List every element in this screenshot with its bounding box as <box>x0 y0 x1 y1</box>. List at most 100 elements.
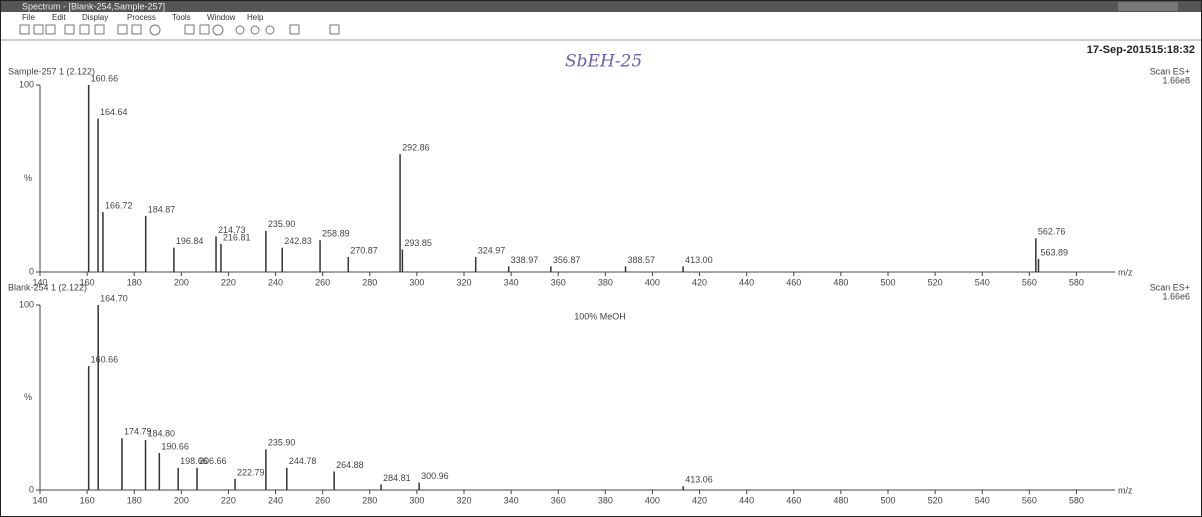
x-tick-label: 580 <box>1069 495 1084 505</box>
peak-label: 562.76 <box>1038 227 1066 237</box>
x-tick-label: 260 <box>315 277 330 287</box>
peak-label: 388.57 <box>628 255 656 265</box>
peak-label: 264.88 <box>336 460 364 470</box>
menu-item[interactable]: Help <box>247 13 264 22</box>
intensity-scale: 1.66e6 <box>1162 291 1190 301</box>
x-tick-label: 500 <box>880 277 895 287</box>
x-tick-label: 540 <box>975 495 990 505</box>
menu-item[interactable]: File <box>22 13 35 22</box>
menu-item[interactable]: Tools <box>172 13 191 22</box>
peak-label: 196.84 <box>176 236 204 246</box>
title-bar <box>1 1 1201 12</box>
peak-label: 270.87 <box>350 245 378 255</box>
menu-item[interactable]: Process <box>127 13 156 22</box>
peak-label: 184.80 <box>148 428 176 438</box>
peak-label: 184.87 <box>148 204 176 214</box>
x-tick-label: 180 <box>127 495 142 505</box>
peak-label: 190.66 <box>161 441 189 451</box>
intensity-scale: 1.66e8 <box>1162 75 1190 85</box>
x-tick-label: 440 <box>739 495 754 505</box>
y-axis-label: % <box>24 173 32 183</box>
peak-label: 206.66 <box>199 456 227 466</box>
x-tick-label: 560 <box>1022 277 1037 287</box>
x-tick-label: 420 <box>692 495 707 505</box>
x-tick-label: 460 <box>786 277 801 287</box>
x-tick-label: 240 <box>268 277 283 287</box>
y-tick-label: 0 <box>29 484 34 494</box>
screenshot: Spectrum - [Blank-254,Sample-257] File Ed… <box>0 0 1202 517</box>
x-tick-label: 200 <box>174 495 189 505</box>
spectrum-title: Sample-257 1 (2.122) <box>8 66 95 76</box>
menu-item[interactable]: Display <box>82 13 108 22</box>
x-tick-label: 400 <box>645 495 660 505</box>
spectrum-window: Spectrum - [Blank-254,Sample-257] File Ed… <box>0 0 1202 517</box>
window-title: Spectrum - [Blank-254,Sample-257] <box>22 1 165 11</box>
peak-label: 300.96 <box>421 471 449 481</box>
x-tick-label: 580 <box>1069 277 1084 287</box>
x-tick-label: 480 <box>833 495 848 505</box>
x-tick-label: 160 <box>80 495 95 505</box>
menu-item[interactable]: Edit <box>52 13 67 22</box>
peak-label: 284.81 <box>383 473 411 483</box>
y-axis-label: % <box>24 392 32 402</box>
x-tick-label: 360 <box>551 277 566 287</box>
peak-label: 160.66 <box>91 73 119 83</box>
y-tick-label: 0 <box>29 266 34 276</box>
x-tick-label: 140 <box>32 495 47 505</box>
x-tick-label: 520 <box>928 495 943 505</box>
peak-label: 356.87 <box>553 255 581 265</box>
x-tick-label: 220 <box>221 495 236 505</box>
peak-label: 242.83 <box>284 236 312 246</box>
x-tick-label: 300 <box>409 277 424 287</box>
x-tick-label: 480 <box>833 277 848 287</box>
x-axis-label: m/z <box>1118 485 1133 495</box>
peak-label: 235.90 <box>268 438 296 448</box>
x-tick-label: 260 <box>315 495 330 505</box>
peak-label: 244.78 <box>289 456 317 466</box>
peak-label: 160.66 <box>91 354 119 364</box>
x-tick-label: 380 <box>598 495 613 505</box>
peak-label: 216.81 <box>223 232 251 242</box>
x-tick-label: 560 <box>1022 495 1037 505</box>
y-tick-label: 100 <box>19 299 34 309</box>
x-tick-label: 300 <box>409 495 424 505</box>
x-tick-label: 440 <box>739 277 754 287</box>
x-tick-label: 400 <box>645 277 660 287</box>
x-tick-label: 340 <box>504 277 519 287</box>
peak-label: 164.64 <box>100 107 128 117</box>
x-tick-label: 220 <box>221 277 236 287</box>
peak-label: 235.90 <box>268 219 296 229</box>
peak-label: 222.79 <box>237 467 265 477</box>
x-tick-label: 420 <box>692 277 707 287</box>
peak-label: 338.97 <box>511 255 539 265</box>
peak-label: 413.00 <box>685 255 713 265</box>
handwritten-note: SbEH-25 <box>565 52 642 72</box>
window-frame <box>0 0 1202 517</box>
x-tick-label: 320 <box>456 495 471 505</box>
x-tick-label: 360 <box>551 495 566 505</box>
peak-label: 292.86 <box>402 143 430 153</box>
x-tick-label: 280 <box>362 277 377 287</box>
spectrum-title: Blank-254 1 (2.122) <box>8 282 87 292</box>
annotation: 100% MeOH <box>574 311 626 321</box>
y-tick-label: 100 <box>19 79 34 89</box>
menu-item[interactable]: Window <box>207 13 236 22</box>
x-tick-label: 320 <box>456 277 471 287</box>
x-tick-label: 380 <box>598 277 613 287</box>
x-tick-label: 460 <box>786 495 801 505</box>
x-tick-label: 200 <box>174 277 189 287</box>
peak-label: 293.85 <box>404 238 432 248</box>
peak-label: 166.72 <box>105 201 133 211</box>
peak-label: 258.89 <box>322 229 350 239</box>
peak-label: 324.97 <box>478 245 506 255</box>
x-tick-label: 540 <box>975 277 990 287</box>
x-axis-label: m/z <box>1118 267 1133 277</box>
peak-label: 164.70 <box>100 293 128 303</box>
x-tick-label: 520 <box>928 277 943 287</box>
peak-label: 413.06 <box>685 475 713 485</box>
x-tick-label: 240 <box>268 495 283 505</box>
timestamp: 17-Sep-201515:18:32 <box>1087 44 1195 56</box>
x-tick-label: 280 <box>362 495 377 505</box>
window-controls[interactable] <box>1118 2 1178 11</box>
menu-bar: File Edit Display Process Tools Window Help <box>22 13 264 22</box>
